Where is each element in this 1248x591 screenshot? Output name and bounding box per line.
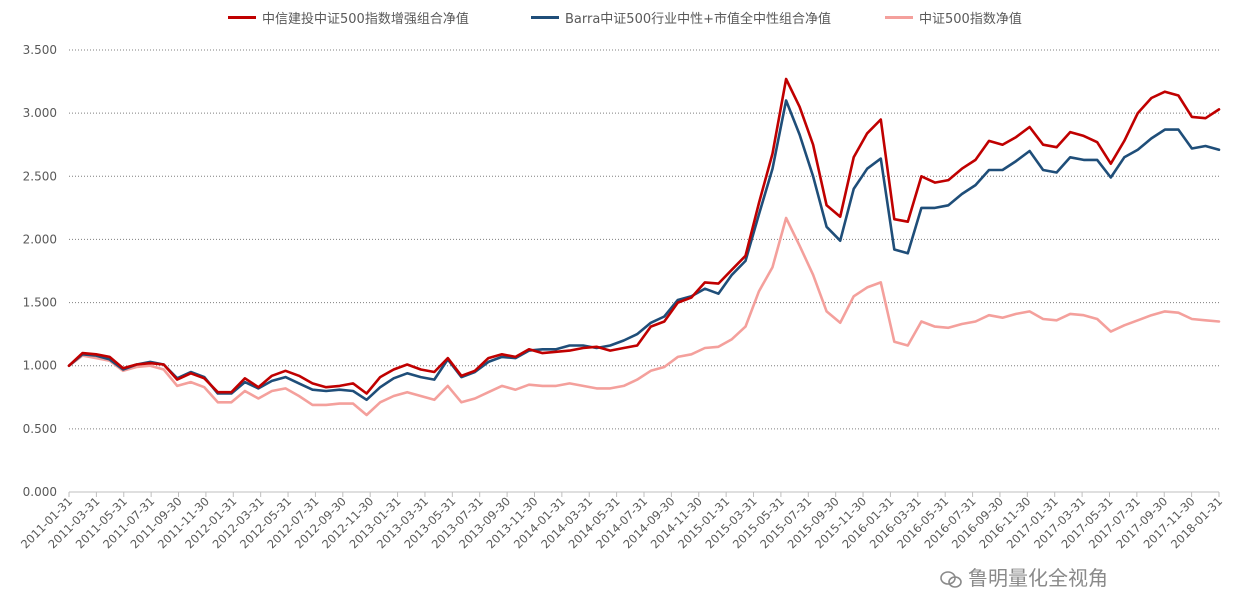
watermark-text: 鲁明量化全视角	[968, 566, 1108, 590]
legend-item-1: Barra中证500行业中性+市值全中性组合净值	[531, 8, 831, 27]
legend-swatch-2	[885, 16, 913, 19]
y-tick-label: 2.000	[23, 232, 57, 246]
y-axis: 0.000 0.500 1.000 1.500 2.000 2.500 3.000 3.500	[23, 43, 57, 499]
legend-label-2: 中证500指数净值	[919, 12, 1022, 27]
series-lines	[67, 77, 1221, 417]
y-tick-label: 3.500	[23, 43, 57, 57]
y-tick-label: 2.500	[23, 169, 57, 183]
legend-swatch-1	[531, 16, 559, 19]
watermark: 鲁明量化全视角	[940, 562, 1108, 591]
legend: 中信建投中证500指数增强组合净值 Barra中证500行业中性+市值全中性组合…	[0, 8, 1248, 32]
gridlines	[69, 49, 1219, 430]
legend-swatch-0	[228, 16, 256, 19]
series-line-1	[67, 99, 1221, 402]
x-axis: 2011-01-312011-03-312011-05-312011-07-31…	[18, 491, 1225, 551]
legend-item-0: 中信建投中证500指数增强组合净值	[228, 8, 469, 27]
y-tick-label: 0.000	[23, 485, 57, 499]
legend-label-0: 中信建投中证500指数增强组合净值	[262, 12, 469, 27]
y-tick-label: 0.500	[23, 422, 57, 436]
series-line-0	[67, 77, 1221, 395]
wechat-icon	[940, 570, 962, 588]
y-tick-label: 1.000	[23, 359, 57, 373]
series-line-2	[67, 216, 1221, 417]
legend-item-2: 中证500指数净值	[885, 8, 1022, 27]
legend-label-1: Barra中证500行业中性+市值全中性组合净值	[565, 12, 832, 27]
y-tick-label: 1.500	[23, 296, 57, 310]
y-tick-label: 3.000	[23, 106, 57, 120]
